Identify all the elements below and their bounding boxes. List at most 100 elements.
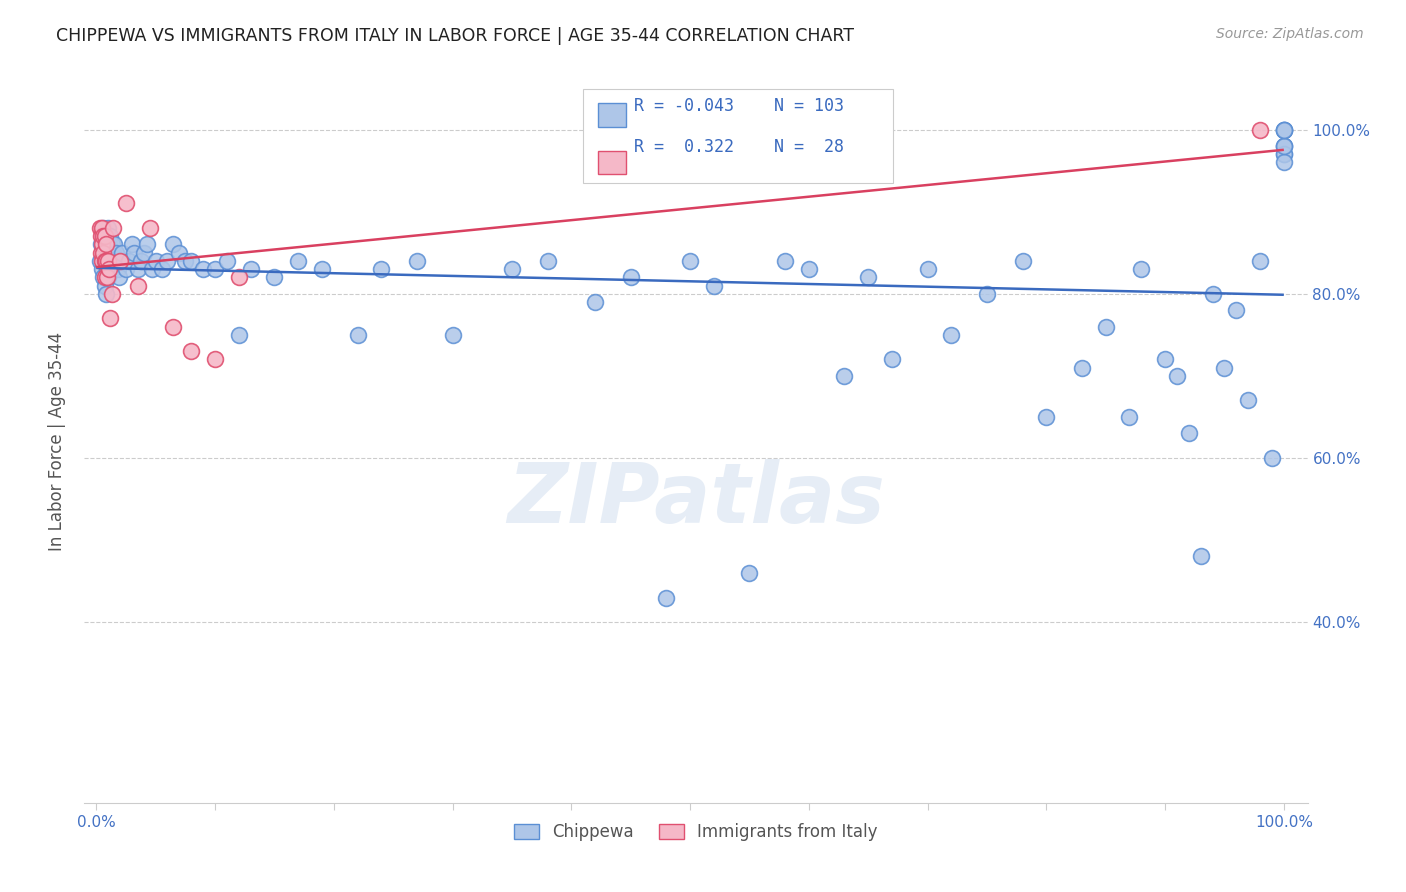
Point [620,270,643,285]
Point [93,245,115,260]
Point [93,278,115,293]
Point [1178,426,1201,441]
Y-axis label: In Labor Force | Age 35-44: In Labor Force | Age 35-44 [48,332,66,551]
Point [1225,303,1247,318]
Point [1130,262,1153,277]
Point [738,566,761,580]
Point [1213,360,1236,375]
Point [441,327,464,342]
Point [115,262,138,277]
Point [1201,286,1223,301]
Point [145,253,167,268]
Point [191,262,214,277]
Point [100,262,122,277]
Point [100,229,122,244]
Point [91,221,114,235]
Point [1154,352,1177,367]
Point [93,253,115,268]
Point [98,262,121,277]
Point [91,237,114,252]
Point [1272,122,1295,136]
Point [96,270,118,285]
Point [679,253,702,268]
Point [101,245,124,260]
Point [773,253,796,268]
Point [263,270,285,285]
Point [91,229,114,244]
Point [370,262,392,277]
Point [1189,549,1212,564]
Point [97,245,120,260]
Point [93,229,115,244]
Point [150,262,173,277]
Point [941,327,963,342]
Point [97,221,120,235]
Point [93,253,115,268]
Point [96,245,118,260]
Point [93,229,115,244]
Point [100,253,122,268]
Point [90,245,112,260]
Point [132,245,155,260]
Point [583,295,606,310]
Point [180,344,202,359]
Point [162,319,184,334]
Point [311,262,333,277]
Text: R =  0.322    N =  28: R = 0.322 N = 28 [634,138,844,156]
Point [1272,139,1295,153]
Point [834,368,856,383]
Point [174,253,197,268]
Point [287,253,309,268]
Point [98,237,121,252]
Point [1166,368,1188,383]
Point [880,352,903,367]
Point [94,237,117,252]
Point [1272,122,1295,136]
Point [1071,360,1094,375]
Point [156,253,179,268]
Point [91,262,114,277]
Point [108,253,131,268]
Point [204,262,226,277]
Point [97,270,120,285]
Point [104,253,127,268]
Point [98,262,121,277]
Point [1272,147,1295,161]
Point [228,270,250,285]
Point [1272,139,1295,153]
Point [127,262,149,277]
Point [93,221,115,235]
Point [1272,139,1295,153]
Point [703,278,725,293]
Text: Source: ZipAtlas.com: Source: ZipAtlas.com [1216,27,1364,41]
Point [239,262,262,277]
Point [97,253,120,268]
Point [93,270,115,285]
Point [797,262,820,277]
Point [1237,393,1260,408]
Legend: Chippewa, Immigrants from Italy: Chippewa, Immigrants from Italy [509,819,883,847]
Point [1094,319,1116,334]
Point [121,237,143,252]
Point [96,262,118,277]
Point [108,253,131,268]
Point [100,237,122,252]
Point [141,262,163,277]
Point [1011,253,1033,268]
Point [127,278,149,293]
Point [917,262,939,277]
Point [501,262,523,277]
Point [93,270,115,285]
Point [1261,450,1284,465]
Point [1272,147,1295,161]
Text: CHIPPEWA VS IMMIGRANTS FROM ITALY IN LABOR FORCE | AGE 35-44 CORRELATION CHART: CHIPPEWA VS IMMIGRANTS FROM ITALY IN LAB… [56,27,855,45]
Point [856,270,879,285]
Point [215,253,238,268]
Point [346,327,368,342]
Point [536,253,558,268]
Point [94,286,117,301]
Point [976,286,998,301]
Point [1249,253,1271,268]
Point [94,237,117,252]
Point [118,253,141,268]
